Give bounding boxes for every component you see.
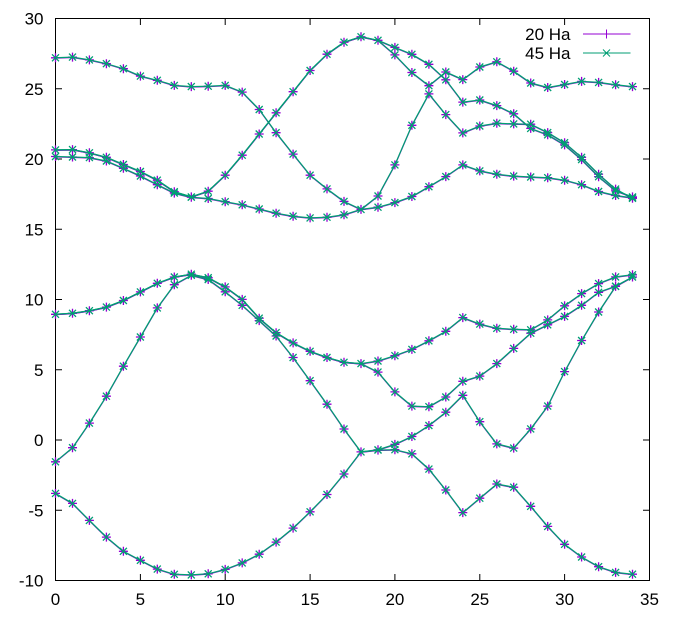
svg-text:15: 15 <box>25 220 44 239</box>
svg-text:45 Ha: 45 Ha <box>525 44 571 63</box>
svg-text:30: 30 <box>555 590 574 609</box>
svg-text:-5: -5 <box>28 501 43 520</box>
svg-text:15: 15 <box>301 590 320 609</box>
svg-text:5: 5 <box>136 590 145 609</box>
svg-text:30: 30 <box>25 10 44 29</box>
svg-text:-10: -10 <box>19 572 44 591</box>
svg-text:10: 10 <box>216 590 235 609</box>
svg-text:0: 0 <box>34 431 43 450</box>
svg-text:25: 25 <box>25 80 44 99</box>
svg-text:35: 35 <box>640 590 659 609</box>
svg-text:20: 20 <box>385 590 404 609</box>
svg-text:5: 5 <box>34 361 43 380</box>
svg-text:20 Ha: 20 Ha <box>525 25 571 44</box>
svg-text:20: 20 <box>25 150 44 169</box>
svg-text:25: 25 <box>470 590 489 609</box>
svg-text:0: 0 <box>51 590 60 609</box>
svg-text:10: 10 <box>25 291 44 310</box>
